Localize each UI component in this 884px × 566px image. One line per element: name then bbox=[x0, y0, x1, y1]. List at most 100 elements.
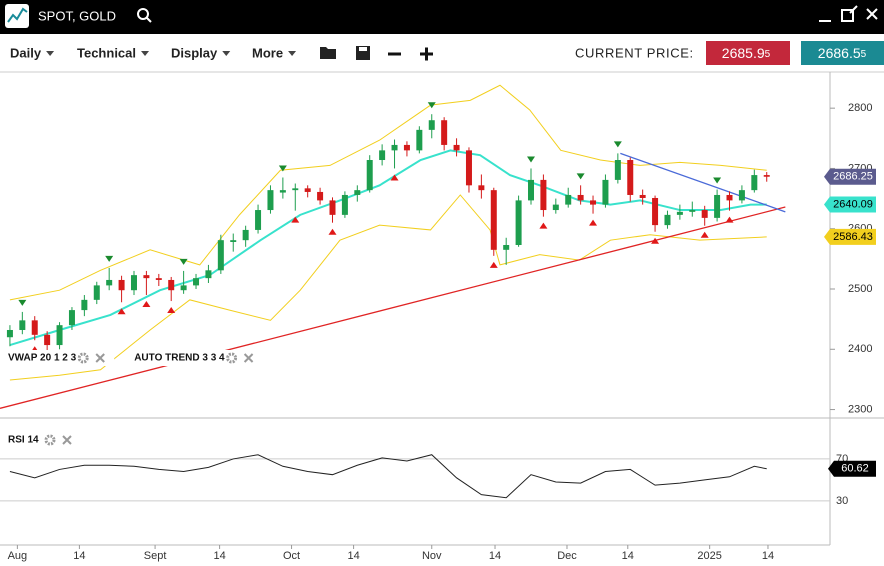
current-price-label: CURRENT PRICE: bbox=[575, 45, 694, 60]
menu-caret bbox=[46, 51, 55, 56]
candle-body bbox=[292, 188, 299, 191]
remove-icon[interactable] bbox=[62, 435, 72, 445]
search-icon[interactable] bbox=[137, 8, 152, 23]
bid-main: 2685.9 bbox=[722, 45, 765, 61]
candle-body bbox=[155, 278, 162, 280]
candle-body bbox=[329, 200, 336, 215]
candle-body bbox=[689, 210, 696, 212]
trend-line bbox=[0, 206, 786, 409]
candle-body bbox=[515, 200, 522, 245]
candle-body bbox=[354, 190, 361, 195]
x-tick-label: 14 bbox=[622, 550, 634, 562]
x-tick-label: Sept bbox=[144, 550, 167, 562]
candle-body bbox=[304, 188, 311, 192]
price-tag bbox=[824, 228, 876, 245]
pivot-high-marker bbox=[713, 177, 722, 184]
ask-price: 2686.55 bbox=[818, 45, 867, 61]
pivot-high-marker bbox=[179, 258, 188, 265]
bid-box[interactable] bbox=[706, 41, 790, 65]
candle-body bbox=[118, 279, 125, 291]
x-tick-label: Aug bbox=[8, 550, 28, 562]
remove-icon[interactable] bbox=[243, 353, 254, 363]
pivot-low-marker bbox=[167, 307, 176, 314]
band-line bbox=[9, 84, 767, 301]
pivot-low-marker bbox=[142, 301, 151, 308]
rsi-title: RSI 14 bbox=[8, 435, 39, 446]
pivot-low-marker bbox=[651, 237, 660, 244]
pivot-high-marker bbox=[278, 165, 287, 172]
y-tick-label: 2800 bbox=[848, 102, 872, 114]
price-tag-label: 2640.09 bbox=[833, 198, 873, 210]
menu-caret bbox=[288, 51, 297, 56]
rsi-tag bbox=[828, 460, 876, 477]
candle-body bbox=[428, 120, 435, 130]
candle-body bbox=[317, 191, 324, 201]
indicator-label: AUTO TREND 3 3 4 bbox=[134, 353, 225, 364]
menu-caret bbox=[141, 51, 150, 56]
remove-icon[interactable] bbox=[95, 353, 105, 363]
pivot-low-marker bbox=[390, 174, 399, 181]
menu-button[interactable]: More bbox=[252, 45, 283, 60]
candle-body bbox=[590, 200, 597, 205]
candle-body bbox=[738, 190, 745, 201]
x-tick-label: Dec bbox=[557, 550, 577, 562]
candle-body bbox=[614, 160, 621, 180]
candle-body bbox=[565, 194, 572, 205]
instrument-title: SPOT, GOLD bbox=[38, 8, 116, 23]
candle-body bbox=[763, 175, 770, 177]
candle-body bbox=[714, 194, 721, 218]
indicator-label: VWAP 20 1 2 3 bbox=[8, 353, 77, 364]
x-tick-label: 14 bbox=[762, 550, 774, 562]
candle-body bbox=[267, 190, 274, 211]
pivot-high-marker bbox=[105, 255, 114, 262]
candle-body bbox=[416, 129, 423, 151]
candle-body bbox=[391, 144, 398, 151]
candle-body bbox=[255, 210, 262, 230]
app-logo bbox=[5, 4, 29, 28]
zoom-in[interactable] bbox=[420, 47, 433, 61]
settings-icon[interactable] bbox=[44, 434, 56, 446]
rsi-line bbox=[9, 454, 767, 499]
x-tick-label: 14 bbox=[347, 550, 359, 562]
candle-body bbox=[503, 245, 510, 250]
x-tick-label: 2025 bbox=[697, 550, 721, 562]
y-tick-label: 2300 bbox=[848, 403, 872, 415]
band-line bbox=[9, 194, 767, 381]
settings-icon[interactable] bbox=[77, 352, 89, 364]
candle-body bbox=[528, 179, 535, 201]
menu-button[interactable]: Daily bbox=[10, 45, 42, 60]
candle-body bbox=[93, 285, 100, 300]
candle-body bbox=[106, 279, 113, 286]
logo-line bbox=[7, 7, 28, 23]
pivot-low-marker bbox=[291, 216, 300, 223]
candle-body bbox=[242, 229, 249, 241]
settings-icon[interactable] bbox=[226, 352, 238, 364]
ask-box[interactable] bbox=[801, 41, 884, 65]
indicator-bg bbox=[6, 350, 115, 366]
candle-body bbox=[602, 179, 609, 205]
candle-body bbox=[180, 285, 187, 291]
x-tick-label: Nov bbox=[422, 550, 442, 562]
menu-button[interactable]: Technical bbox=[77, 45, 136, 60]
candle-body bbox=[68, 310, 75, 326]
rsi-tag-label: 60.62 bbox=[841, 463, 869, 475]
pivot-low-marker bbox=[725, 216, 734, 223]
candle-body bbox=[441, 120, 448, 145]
pivot-low-marker bbox=[589, 219, 598, 226]
popout-button[interactable] bbox=[841, 5, 858, 22]
pivot-high-marker bbox=[427, 102, 436, 109]
candle-body bbox=[168, 279, 175, 291]
candle-body bbox=[31, 320, 38, 335]
x-tick-label: 14 bbox=[489, 550, 501, 562]
close-button[interactable] bbox=[866, 8, 878, 20]
candle-body bbox=[701, 210, 708, 218]
candle-body bbox=[341, 194, 348, 215]
ask-small: 5 bbox=[861, 49, 867, 60]
y-tick-label: 2500 bbox=[848, 283, 872, 295]
save-icon[interactable] bbox=[356, 46, 370, 60]
open-icon[interactable] bbox=[320, 47, 336, 59]
menu-button[interactable]: Display bbox=[171, 45, 218, 60]
candle-body bbox=[279, 190, 286, 193]
